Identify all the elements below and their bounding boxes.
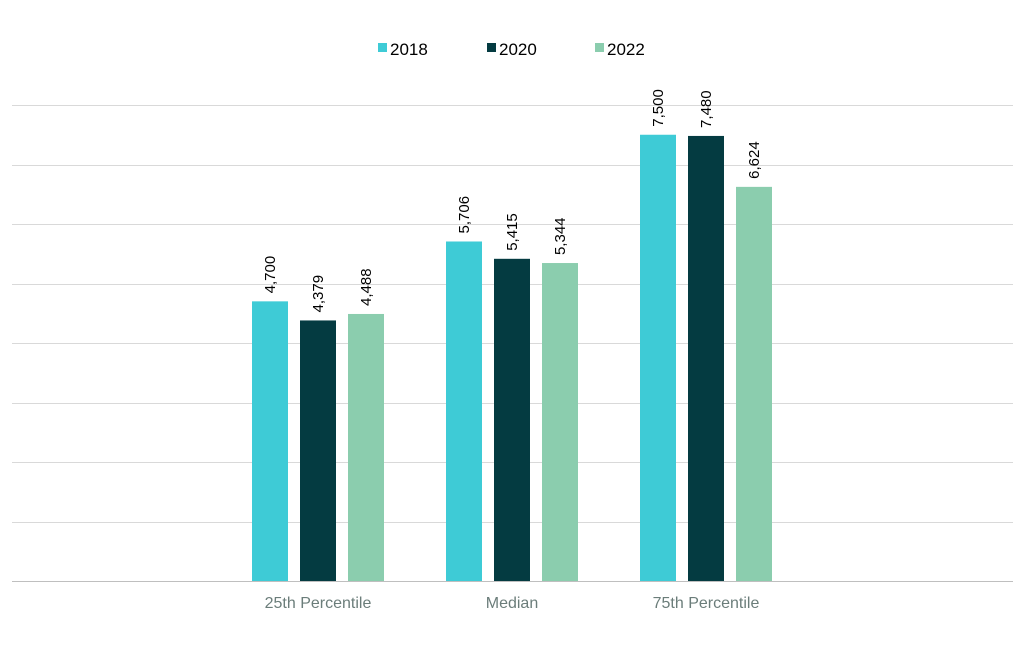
- x-tick-label: 75th Percentile: [653, 595, 760, 612]
- bar-2018-1: [446, 241, 482, 582]
- x-axis: 25th Percentile Median 75th Percentile: [12, 581, 1013, 612]
- data-label: 7,500: [650, 89, 667, 127]
- data-label: 5,415: [504, 213, 521, 251]
- bar-2022-0: [348, 313, 384, 581]
- bar-2020-2: [688, 135, 724, 581]
- bar-2018-0: [252, 301, 288, 581]
- legend-label-2022: 2022: [607, 40, 645, 59]
- bar-2022-1: [542, 263, 578, 581]
- bars: [252, 134, 772, 582]
- legend-label-2020: 2020: [499, 40, 537, 59]
- data-label: 4,379: [310, 275, 327, 313]
- legend-swatch-2022: [595, 43, 604, 52]
- bar-2020-1: [494, 258, 530, 581]
- legend-swatch-2020: [487, 43, 496, 52]
- data-label: 5,344: [552, 217, 569, 255]
- bar-2020-0: [300, 320, 336, 581]
- legend: 2018 2020 2022: [378, 40, 645, 59]
- data-label: 4,488: [358, 268, 375, 306]
- x-tick-label: Median: [486, 595, 538, 612]
- bar-2022-2: [736, 186, 772, 581]
- x-tick-label: 25th Percentile: [265, 595, 372, 612]
- data-label: 4,700: [262, 256, 279, 294]
- legend-swatch-2018: [378, 43, 387, 52]
- data-label: 5,706: [456, 196, 473, 234]
- bar-2018-2: [640, 134, 676, 581]
- legend-label-2018: 2018: [390, 40, 428, 59]
- data-label: 6,624: [746, 141, 763, 179]
- data-labels: 4,700 4,379 4,488 5,706 5,415 5,344 7,500 7,480…: [262, 89, 763, 312]
- data-label: 7,480: [698, 90, 715, 128]
